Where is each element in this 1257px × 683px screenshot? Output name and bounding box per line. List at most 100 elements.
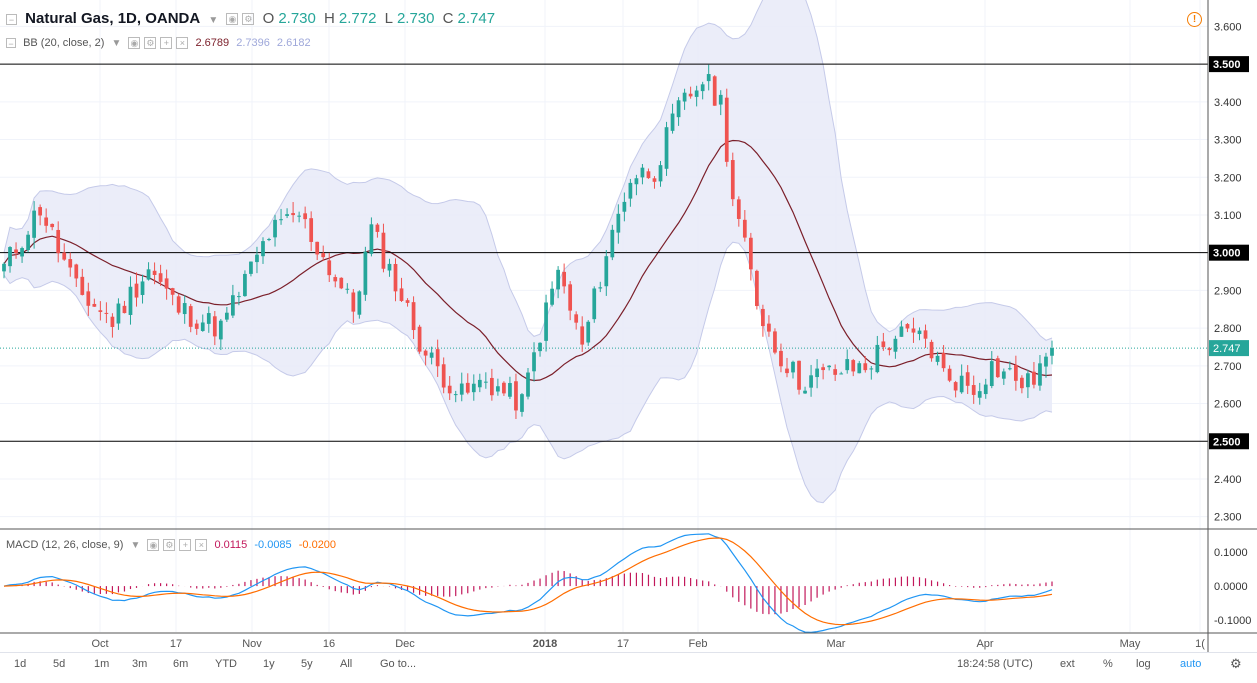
macd-tick-label: 0.0000	[1214, 581, 1248, 593]
x-tick-label: Oct	[91, 638, 108, 650]
candle-body	[592, 288, 597, 320]
candle-body	[26, 234, 30, 251]
candle-body	[875, 344, 880, 373]
clock-readout: 18:24:58 (UTC)	[957, 658, 1033, 670]
plus-icon[interactable]: +	[179, 539, 192, 552]
candle-body	[508, 383, 512, 397]
timeframe-ytd[interactable]: YTD	[215, 658, 237, 670]
chevron-down-icon[interactable]: ▼	[208, 15, 219, 26]
candle-body	[544, 302, 548, 341]
candle-body	[989, 361, 994, 387]
candle-body	[688, 93, 693, 97]
percent-toggle[interactable]: %	[1103, 658, 1113, 670]
candle-body	[489, 377, 494, 396]
candle-body	[297, 215, 301, 217]
low-value: 2.730	[396, 10, 435, 27]
price-chart[interactable]: 3.500 3.000 2.500 2.747 Oct 17 Nov 16 Dec 2018 17…	[0, 0, 1257, 652]
candle-body	[98, 310, 103, 312]
gear-icon[interactable]: ⚙	[163, 539, 176, 552]
candle-body	[833, 369, 838, 375]
timeframe-3m[interactable]: 3m	[132, 658, 148, 670]
y-tick-label: 3.100	[1214, 210, 1242, 222]
plus-icon[interactable]: +	[160, 37, 173, 50]
candle-body	[140, 281, 145, 295]
collapse-icon[interactable]: −	[6, 38, 16, 49]
gear-icon[interactable]: ⚙	[144, 37, 157, 50]
candle-body	[610, 229, 615, 258]
candle-body	[405, 300, 410, 303]
candle-body	[68, 259, 73, 268]
candle-body	[273, 219, 277, 238]
candle-body	[755, 270, 759, 307]
timeframe-all[interactable]: All	[340, 658, 353, 670]
candle-body	[303, 213, 308, 220]
ext-toggle[interactable]: ext	[1060, 658, 1075, 670]
candle-body	[116, 303, 121, 324]
candle-body	[218, 320, 223, 340]
candle-body	[718, 94, 723, 105]
open-value: 2.730	[278, 10, 316, 27]
candle-body	[941, 353, 946, 369]
candle-body	[32, 210, 36, 238]
warning-icon[interactable]: !	[1187, 12, 1202, 27]
signal-line	[3, 537, 1053, 626]
auto-toggle[interactable]: auto	[1180, 658, 1202, 670]
bb-upper-line	[3, 0, 1053, 341]
candle-body	[574, 314, 579, 323]
candle-body	[803, 390, 807, 394]
horizontal-levels: 3.500 3.000 2.500 2.747	[0, 56, 1249, 450]
chevron-down-icon[interactable]: ▼	[111, 38, 122, 49]
x-tick-label: 16	[323, 638, 335, 650]
candle-body	[224, 312, 229, 320]
y-tick-label: 2.600	[1214, 399, 1242, 411]
macd-label: MACD (12, 26, close, 9)	[6, 539, 124, 551]
timeframe-1d[interactable]: 1d	[14, 658, 27, 670]
level-label-bg	[1209, 244, 1249, 261]
eye-icon[interactable]: ◉	[147, 539, 160, 552]
close-icon[interactable]: ×	[176, 37, 189, 50]
candle-body	[899, 326, 904, 337]
gear-icon[interactable]: ⚙	[1230, 656, 1242, 671]
candle-body	[604, 256, 609, 287]
candle-body	[14, 249, 18, 254]
candle-body	[761, 308, 765, 327]
candle-body	[110, 316, 115, 327]
candle-body	[496, 386, 500, 392]
timeframe-6m[interactable]: 6m	[173, 658, 189, 670]
close-icon[interactable]: ×	[195, 539, 208, 552]
timeframe-5y[interactable]: 5y	[301, 658, 313, 670]
candle-body	[339, 277, 344, 289]
x-tick-label: Mar	[827, 638, 846, 650]
candle-body	[929, 341, 934, 359]
macd-pane	[3, 533, 1053, 634]
log-toggle[interactable]: log	[1136, 658, 1151, 670]
candle-body	[134, 283, 139, 298]
goto-button[interactable]: Go to...	[380, 658, 417, 670]
candle-body	[616, 213, 621, 233]
candle-body	[598, 287, 603, 289]
candle-body	[568, 284, 573, 311]
candle-body	[983, 384, 988, 395]
bb-legend: − BB (20, close, 2) ▼ ◉ ⚙ + × 2.6789 2.7396…	[6, 37, 315, 50]
timeframe-1m[interactable]: 1m	[94, 658, 110, 670]
timeframe-5d[interactable]: 5d	[53, 658, 66, 670]
candle-body	[526, 372, 530, 397]
candle-body	[279, 219, 283, 221]
candle-body	[514, 381, 518, 411]
eye-icon[interactable]: ◉	[128, 37, 141, 50]
gear-icon[interactable]: ⚙	[242, 13, 255, 26]
candle-body	[682, 92, 687, 102]
candle-body	[188, 306, 193, 327]
x-tick-label: Nov	[242, 638, 262, 650]
candle-body	[200, 322, 205, 331]
candle-body	[206, 313, 211, 324]
symbol-title: Natural Gas, 1D, OANDA	[25, 10, 201, 27]
collapse-icon[interactable]: −	[6, 13, 17, 25]
y-tick-label: 2.300	[1214, 512, 1242, 524]
timeframe-1y[interactable]: 1y	[263, 658, 275, 670]
chevron-down-icon[interactable]: ▼	[130, 540, 141, 551]
x-tick-label: 2018	[533, 638, 557, 650]
candle-body	[947, 368, 952, 381]
y-tick-label: 3.600	[1214, 21, 1242, 33]
eye-icon[interactable]: ◉	[226, 13, 239, 26]
